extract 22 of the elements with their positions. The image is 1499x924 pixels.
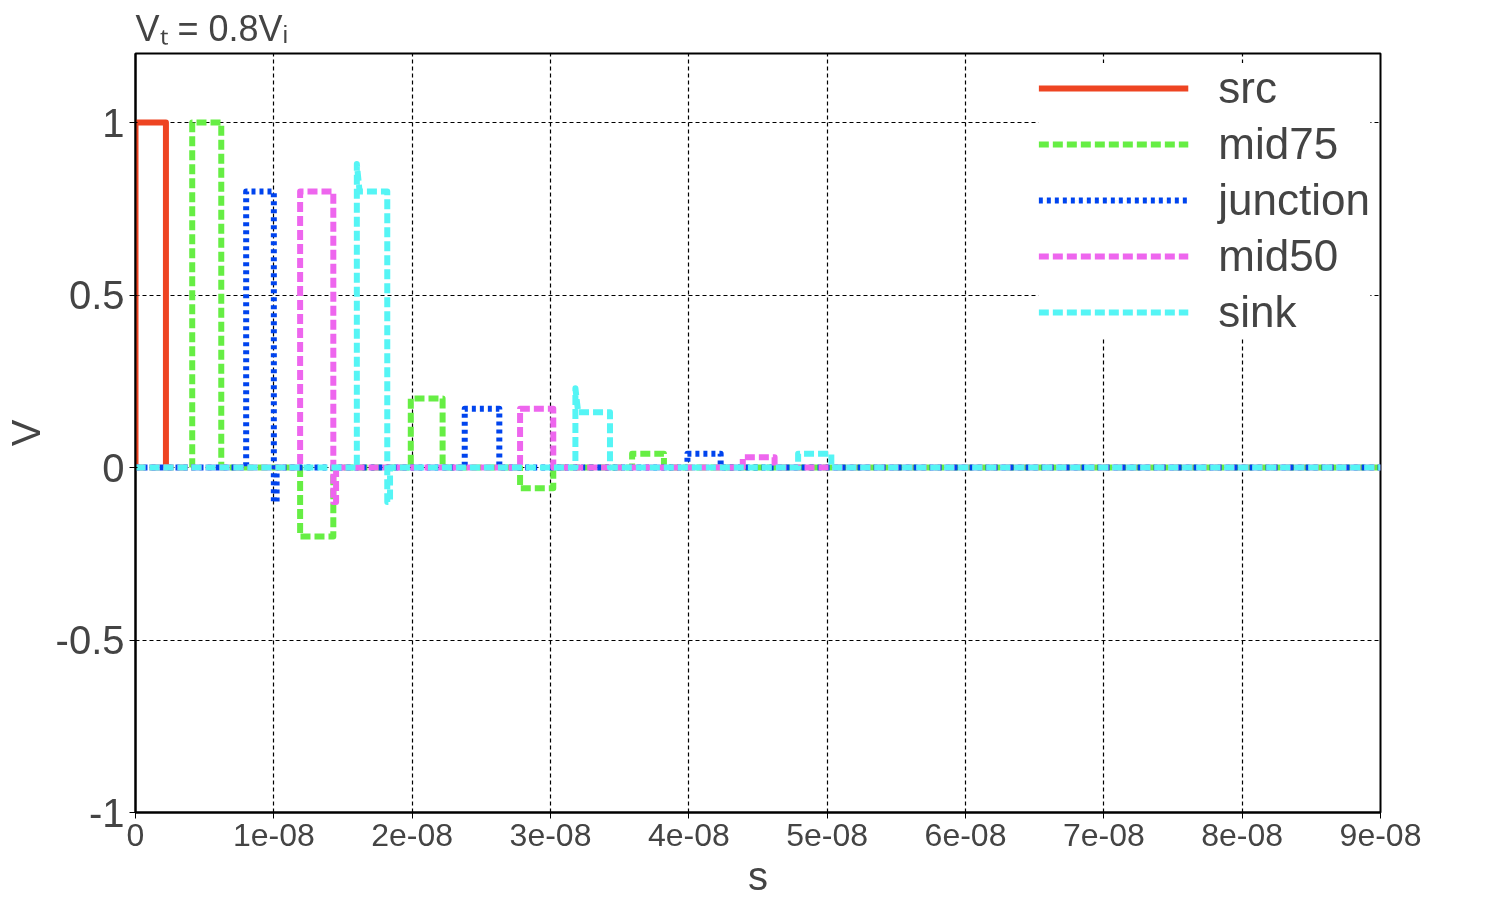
y-tick-label: 0.5 (68, 273, 125, 317)
y-tick-label: 1 (102, 100, 125, 145)
y-axis-title: V (3, 419, 48, 447)
x-tick-label: 7e-08 (1062, 816, 1145, 853)
x-tick-label: 1e-08 (232, 816, 315, 853)
y-tick-label: 0 (102, 445, 125, 490)
text: Vₜ = 0.8Vᵢ (135, 7, 289, 49)
legend-label: src (1218, 63, 1277, 113)
x-tick-label: 5e-08 (786, 816, 869, 853)
x-tick-label: 9e-08 (1339, 816, 1422, 853)
y-tick-label: -1 (88, 790, 125, 835)
x-tick-label: 2e-08 (371, 816, 454, 853)
legend-label: junction (1218, 175, 1370, 225)
y-tick-label: -0.5 (55, 618, 125, 662)
legend-label: mid50 (1218, 231, 1339, 281)
x-tick-label: 4e-08 (647, 816, 730, 853)
legend-label: mid75 (1218, 119, 1339, 169)
x-tick-label: 8e-08 (1201, 816, 1284, 853)
x-axis-title: s (748, 853, 768, 898)
legend-label: sink (1218, 287, 1297, 337)
x-tick-label: 3e-08 (509, 816, 592, 853)
x-tick-label: 6e-08 (924, 816, 1007, 853)
